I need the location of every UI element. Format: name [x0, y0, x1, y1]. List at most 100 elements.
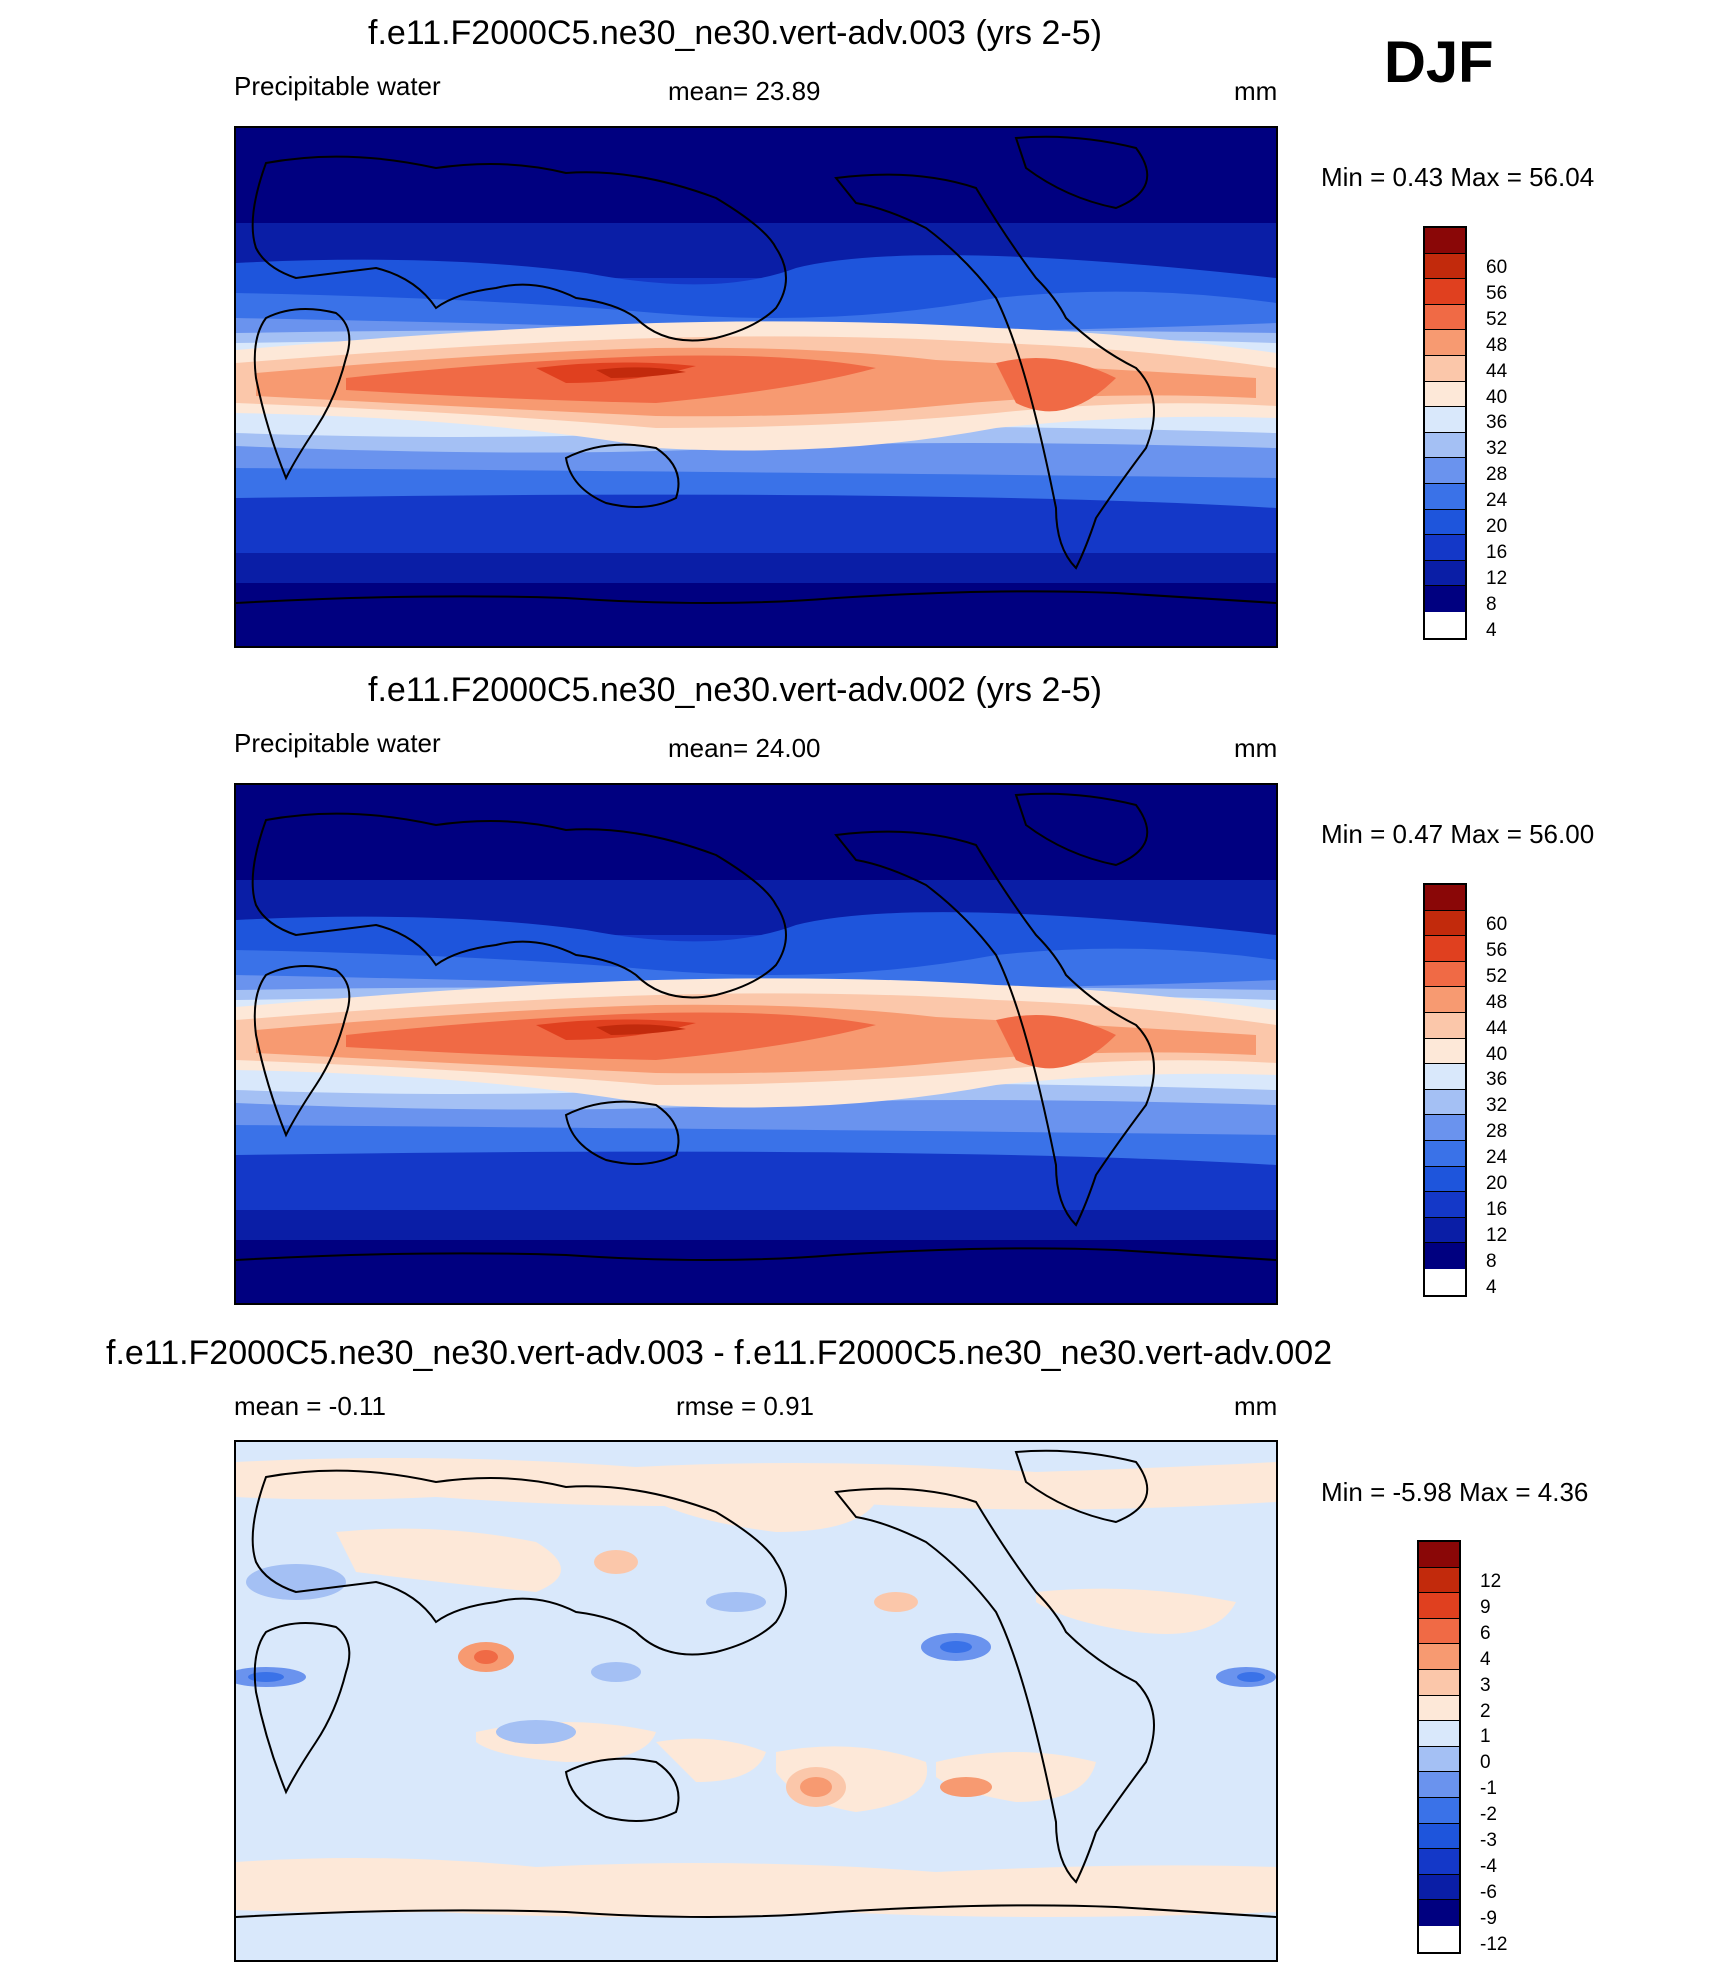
colorbar-box — [1425, 279, 1465, 305]
colorbar-tick-label: 52 — [1486, 965, 1508, 987]
colorbar-box — [1425, 509, 1465, 536]
colorbar-tick-label: 28 — [1486, 464, 1508, 486]
colorbar-tick-label: 4 — [1486, 1276, 1497, 1298]
colorbar-tick-label: 44 — [1486, 360, 1508, 382]
panel1-map — [234, 126, 1278, 648]
colorbar-box — [1419, 1695, 1459, 1722]
colorbar-box — [1425, 987, 1465, 1013]
panel3-units-label: mm — [1234, 1391, 1278, 1421]
colorbar-box — [1425, 228, 1465, 254]
colorbar-tick-label: 32 — [1486, 438, 1508, 460]
colorbar-box — [1425, 1217, 1465, 1244]
colorbar-box — [1425, 355, 1465, 382]
colorbar-box — [1419, 1542, 1459, 1568]
colorbar-box — [1425, 1012, 1465, 1039]
colorbar-box — [1425, 885, 1465, 911]
colorbar-tick-label: 60 — [1486, 914, 1508, 935]
colorbar-box — [1425, 1115, 1465, 1141]
colorbar-tick-label: 0 — [1480, 1752, 1491, 1774]
colorbar-box — [1425, 381, 1465, 408]
colorbar-box — [1425, 1140, 1465, 1167]
colorbar-tick-label: 8 — [1486, 593, 1497, 615]
colorbar-tick-label: -2 — [1480, 1804, 1497, 1826]
panel1-minmax-label: Min = 0.43 Max = 56.04 — [1321, 162, 1595, 192]
colorbar-tick-label: -3 — [1480, 1830, 1497, 1851]
colorbar-box — [1419, 1669, 1459, 1696]
colorbar-tick-label: -4 — [1480, 1855, 1497, 1877]
colorbar-tick-label: 60 — [1486, 257, 1508, 278]
colorbar-tick-label: 20 — [1486, 1173, 1508, 1194]
colorbar-tick-label: 52 — [1486, 308, 1508, 330]
colorbar-tick-label: 28 — [1486, 1121, 1508, 1143]
colorbar-box — [1419, 1721, 1459, 1747]
colorbar-tick-label: 8 — [1486, 1250, 1497, 1272]
colorbar-box — [1419, 1746, 1459, 1773]
colorbar-box — [1425, 1243, 1465, 1269]
colorbar-box — [1425, 560, 1465, 587]
panel1-mean-label: mean= 23.89 — [668, 76, 821, 106]
panel2-units-label: mm — [1234, 733, 1278, 763]
colorbar-box — [1419, 1823, 1459, 1850]
colorbar-tick-label: 6 — [1480, 1622, 1491, 1644]
colorbar-tick-label: 3 — [1480, 1674, 1491, 1696]
colorbar-tick-label: 12 — [1486, 567, 1508, 589]
colorbar-tick-label: 40 — [1486, 1043, 1508, 1065]
colorbar-box — [1425, 1038, 1465, 1065]
colorbar-box — [1419, 1593, 1459, 1619]
colorbar-box — [1425, 253, 1465, 280]
colorbar-tick-label: 36 — [1486, 412, 1508, 434]
colorbar-tick-label: -12 — [1480, 1933, 1508, 1955]
colorbar-tick-label: -6 — [1480, 1881, 1497, 1903]
colorbar-box — [1425, 1192, 1465, 1218]
colorbar-tick-label: 16 — [1486, 1198, 1508, 1220]
colorbar-tick-label: 12 — [1486, 1224, 1508, 1246]
colorbar-box — [1419, 1567, 1459, 1594]
colorbar-box — [1419, 1797, 1459, 1824]
colorbar-box — [1419, 1874, 1459, 1901]
colorbar-box — [1425, 910, 1465, 937]
colorbar-box — [1425, 407, 1465, 433]
colorbar-tick-label: 4 — [1486, 619, 1497, 641]
colorbar-box — [1425, 1166, 1465, 1193]
panel2-title: f.e11.F2000C5.ne30_ne30.vert-adv.002 (yr… — [368, 671, 1102, 709]
colorbar-tick-label: 36 — [1486, 1069, 1508, 1091]
colorbar-box — [1425, 483, 1465, 510]
panel2-variable-label: Precipitable water — [234, 728, 441, 758]
colorbar-box — [1419, 1618, 1459, 1645]
colorbar-box — [1419, 1900, 1459, 1926]
panel3-mean-label: mean = -0.11 — [234, 1391, 387, 1421]
colorbar-box — [1425, 1089, 1465, 1116]
colorbar-tick-label: 48 — [1486, 334, 1508, 356]
colorbar-tick-label: 16 — [1486, 541, 1508, 563]
colorbar-tick-label: 12 — [1480, 1571, 1502, 1592]
panel2-map — [234, 783, 1278, 1305]
panel2-colorbar — [1423, 883, 1467, 1297]
panel3-minmax-label: Min = -5.98 Max = 4.36 — [1321, 1477, 1589, 1507]
colorbar-tick-label: 24 — [1486, 1147, 1508, 1169]
colorbar-tick-label: 56 — [1486, 939, 1508, 961]
colorbar-tick-label: 24 — [1486, 490, 1508, 512]
colorbar-box — [1425, 304, 1465, 331]
colorbar-tick-label: -1 — [1480, 1778, 1497, 1800]
colorbar-tick-label: 32 — [1486, 1095, 1508, 1117]
colorbar-tick-label: 9 — [1480, 1596, 1491, 1618]
panel2-mean-label: mean= 24.00 — [668, 733, 821, 763]
colorbar-tick-label: 2 — [1480, 1700, 1491, 1722]
panel3-colorbar — [1417, 1540, 1461, 1954]
colorbar-box — [1425, 961, 1465, 988]
colorbar-box — [1419, 1772, 1459, 1798]
panel3-rmse-label: rmse = 0.91 — [676, 1391, 815, 1421]
colorbar-box — [1425, 330, 1465, 356]
season-label: DJF — [1384, 30, 1494, 95]
colorbar-box — [1425, 586, 1465, 612]
colorbar-box — [1425, 1064, 1465, 1090]
panel1-variable-label: Precipitable water — [234, 71, 441, 101]
colorbar-tick-label: 4 — [1480, 1648, 1491, 1670]
panel1-units-label: mm — [1234, 76, 1278, 106]
colorbar-box — [1419, 1644, 1459, 1670]
colorbar-box — [1425, 432, 1465, 459]
panel3-title: f.e11.F2000C5.ne30_ne30.vert-adv.003 - f… — [106, 1334, 1333, 1372]
colorbar-box — [1425, 936, 1465, 962]
colorbar-tick-label: -9 — [1480, 1907, 1497, 1929]
panel2-minmax-label: Min = 0.47 Max = 56.00 — [1321, 819, 1595, 849]
